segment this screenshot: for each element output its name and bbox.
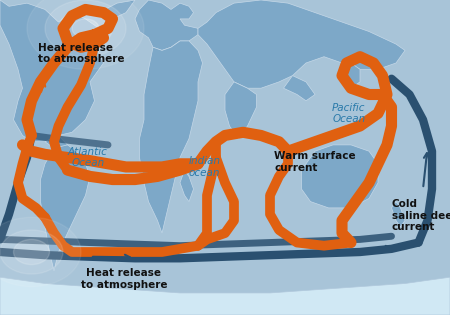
Polygon shape: [140, 41, 202, 233]
Polygon shape: [0, 0, 104, 142]
Circle shape: [0, 217, 81, 287]
Polygon shape: [0, 277, 450, 315]
Polygon shape: [135, 0, 198, 50]
Polygon shape: [392, 202, 405, 227]
Polygon shape: [180, 170, 194, 202]
Circle shape: [0, 230, 63, 274]
Polygon shape: [225, 82, 256, 139]
Polygon shape: [302, 145, 378, 208]
Text: Cold
saline deep
current: Cold saline deep current: [392, 199, 450, 232]
Circle shape: [58, 9, 112, 47]
Polygon shape: [45, 135, 68, 151]
Text: Atlantic
Ocean: Atlantic Ocean: [68, 147, 108, 168]
Polygon shape: [342, 63, 360, 88]
Text: Pacific
Ocean: Pacific Ocean: [332, 103, 365, 124]
Polygon shape: [284, 76, 315, 101]
Text: Indian
ocean: Indian ocean: [189, 156, 221, 178]
Circle shape: [14, 239, 50, 265]
Circle shape: [72, 19, 99, 38]
Polygon shape: [40, 145, 90, 271]
Text: Heat release
to atmosphere: Heat release to atmosphere: [38, 43, 125, 64]
Circle shape: [27, 0, 144, 69]
Text: Heat release
to atmosphere: Heat release to atmosphere: [81, 268, 167, 289]
Polygon shape: [99, 0, 135, 19]
Circle shape: [45, 0, 126, 57]
Polygon shape: [198, 0, 405, 88]
Text: Warm surface
current: Warm surface current: [274, 152, 356, 173]
